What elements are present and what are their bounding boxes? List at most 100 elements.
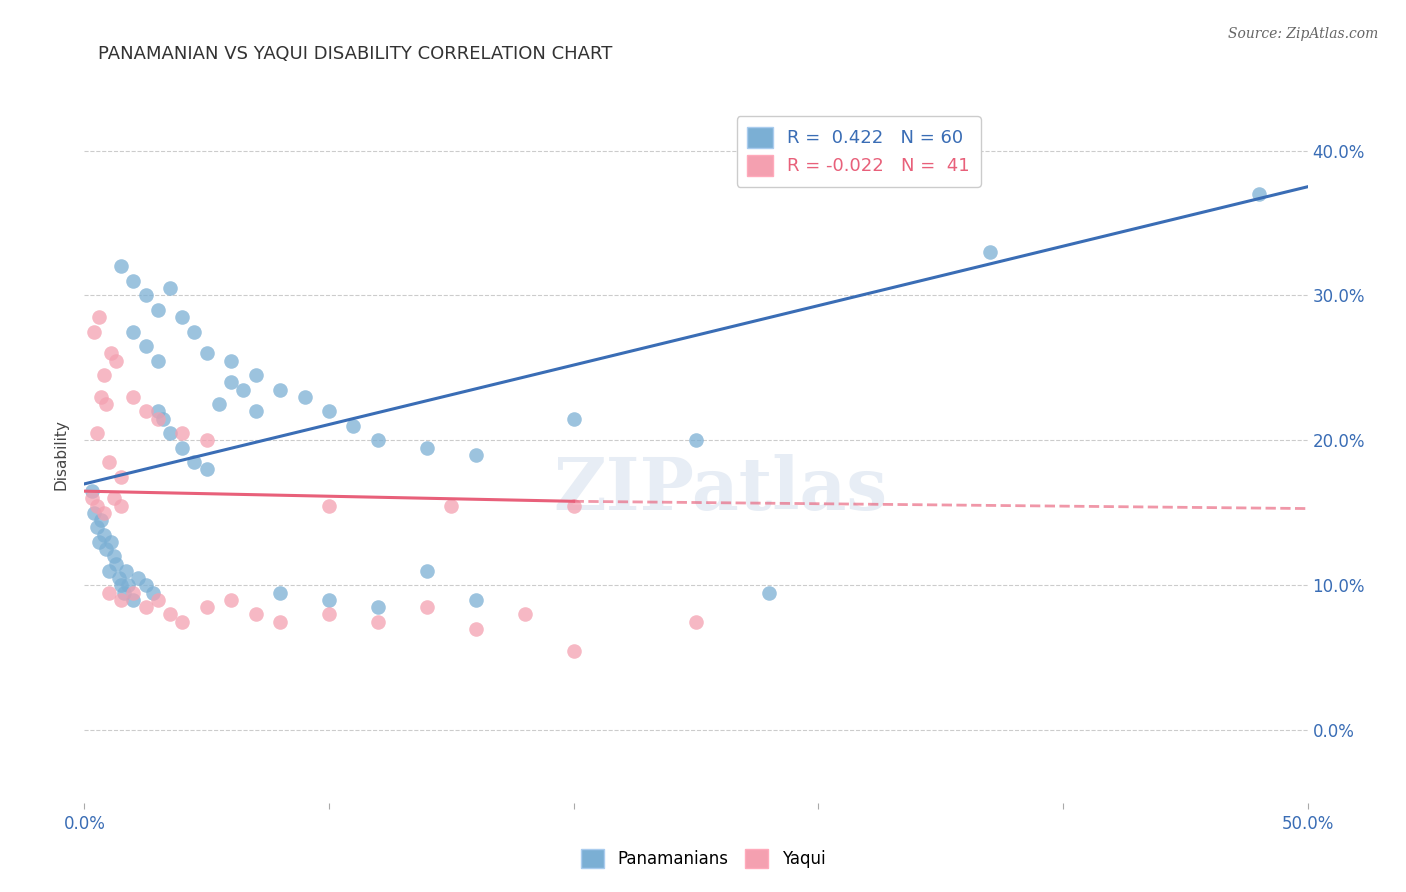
Point: [172, 310, 194, 325]
Point: [979, 244, 1001, 259]
Point: [110, 499, 132, 513]
Point: [83, 325, 105, 339]
Point: [135, 578, 157, 592]
Point: [342, 418, 364, 433]
Point: [294, 390, 316, 404]
Point: [183, 455, 205, 469]
Point: [318, 592, 340, 607]
Point: [159, 607, 181, 622]
Point: [232, 383, 254, 397]
Point: [135, 288, 157, 302]
Point: [183, 325, 205, 339]
Point: [127, 571, 149, 585]
Point: [105, 557, 128, 571]
Point: [416, 441, 439, 455]
Point: [513, 607, 536, 622]
Point: [245, 607, 267, 622]
Point: [245, 404, 267, 418]
Point: [464, 592, 486, 607]
Point: [269, 383, 291, 397]
Point: [219, 353, 242, 368]
Point: [685, 615, 707, 629]
Point: [93, 506, 115, 520]
Point: [416, 600, 439, 615]
Point: [219, 592, 242, 607]
Point: [107, 571, 129, 585]
Y-axis label: Disability: Disability: [53, 419, 69, 491]
Point: [440, 499, 463, 513]
Point: [685, 434, 707, 448]
Point: [122, 585, 145, 599]
Point: [110, 469, 132, 483]
Point: [1247, 187, 1270, 202]
Point: [96, 397, 118, 411]
Point: [146, 353, 169, 368]
Point: [115, 564, 138, 578]
Text: Source: ZipAtlas.com: Source: ZipAtlas.com: [1227, 27, 1378, 41]
Point: [112, 585, 135, 599]
Point: [146, 411, 169, 425]
Point: [96, 542, 118, 557]
Point: [117, 578, 139, 592]
Point: [245, 368, 267, 383]
Point: [93, 368, 115, 383]
Point: [562, 411, 585, 425]
Point: [87, 534, 110, 549]
Point: [195, 434, 218, 448]
Legend: R =  0.422   N = 60, R = -0.022   N =  41: R = 0.422 N = 60, R = -0.022 N = 41: [737, 116, 980, 186]
Point: [367, 600, 389, 615]
Point: [146, 303, 169, 318]
Point: [103, 549, 125, 564]
Point: [97, 455, 120, 469]
Point: [152, 411, 174, 425]
Point: [135, 404, 157, 418]
Point: [172, 615, 194, 629]
Point: [172, 426, 194, 441]
Point: [86, 499, 108, 513]
Point: [219, 376, 242, 390]
Point: [367, 615, 389, 629]
Point: [87, 310, 110, 325]
Point: [172, 441, 194, 455]
Point: [269, 615, 291, 629]
Point: [90, 513, 112, 527]
Point: [159, 426, 181, 441]
Point: [367, 434, 389, 448]
Point: [122, 325, 145, 339]
Point: [103, 491, 125, 506]
Point: [122, 274, 145, 288]
Point: [318, 404, 340, 418]
Point: [110, 592, 132, 607]
Point: [100, 534, 122, 549]
Point: [86, 426, 108, 441]
Point: [416, 564, 439, 578]
Point: [195, 600, 218, 615]
Text: ZIPatlas: ZIPatlas: [554, 454, 887, 525]
Point: [208, 397, 231, 411]
Point: [110, 578, 132, 592]
Point: [80, 491, 103, 506]
Point: [269, 585, 291, 599]
Text: PANAMANIAN VS YAQUI DISABILITY CORRELATION CHART: PANAMANIAN VS YAQUI DISABILITY CORRELATI…: [98, 45, 613, 62]
Point: [100, 346, 122, 360]
Point: [758, 585, 780, 599]
Point: [464, 622, 486, 636]
Point: [93, 527, 115, 541]
Point: [318, 499, 340, 513]
Point: [122, 592, 145, 607]
Point: [195, 462, 218, 476]
Point: [83, 506, 105, 520]
Point: [195, 346, 218, 360]
Point: [562, 499, 585, 513]
Point: [86, 520, 108, 534]
Point: [97, 585, 120, 599]
Point: [146, 404, 169, 418]
Point: [122, 390, 145, 404]
Point: [464, 448, 486, 462]
Point: [97, 564, 120, 578]
Point: [135, 339, 157, 353]
Legend: Panamanians, Yaqui: Panamanians, Yaqui: [574, 842, 832, 875]
Point: [105, 353, 128, 368]
Point: [146, 592, 169, 607]
Point: [142, 585, 165, 599]
